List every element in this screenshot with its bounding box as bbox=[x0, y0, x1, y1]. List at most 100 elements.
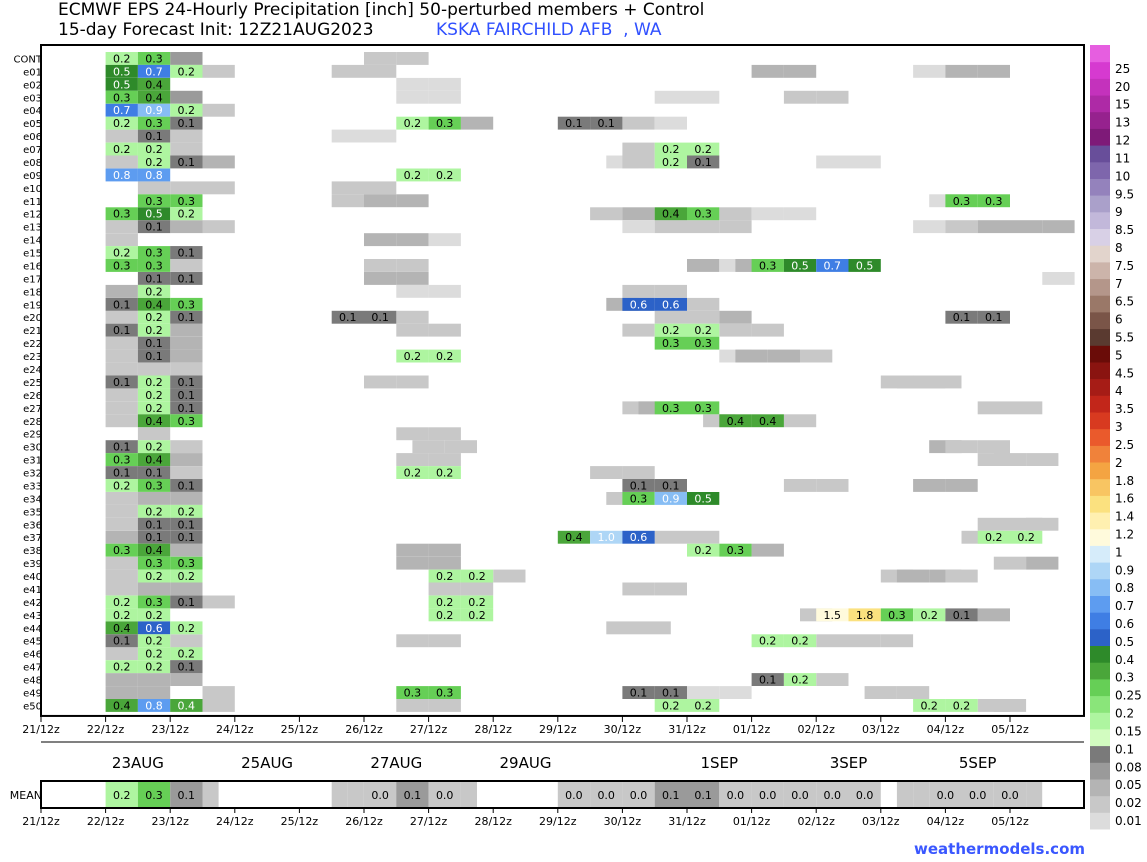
precip-cell bbox=[105, 621, 138, 635]
trace-cell bbox=[137, 673, 171, 686]
precip-cell bbox=[719, 414, 752, 428]
mean-value: 0.1 bbox=[662, 789, 680, 802]
member-label: e49 bbox=[23, 689, 42, 700]
trace-cell bbox=[202, 220, 235, 234]
legend-swatch bbox=[1090, 595, 1110, 613]
precip-cell bbox=[170, 660, 203, 674]
precip-cell bbox=[105, 246, 138, 259]
precip-cell bbox=[396, 466, 429, 479]
precip-cell bbox=[137, 77, 171, 91]
member-label: e43 bbox=[23, 611, 42, 622]
precip-cell bbox=[396, 168, 429, 182]
trace-cell bbox=[202, 103, 235, 117]
precip-cell bbox=[816, 259, 849, 272]
cell-value: 0.2 bbox=[178, 65, 196, 78]
legend-level-label: 5.5 bbox=[1115, 331, 1134, 345]
precip-cell bbox=[945, 310, 978, 324]
cell-value: 0.1 bbox=[145, 130, 163, 143]
trace-cell bbox=[170, 634, 203, 648]
legend-swatch bbox=[1090, 545, 1110, 563]
cell-value: 0.4 bbox=[145, 454, 163, 467]
legend-level-label: 3 bbox=[1115, 420, 1123, 434]
trace-cell bbox=[783, 90, 817, 104]
cell-value: 0.2 bbox=[662, 143, 680, 156]
mean-trace-cell bbox=[896, 781, 913, 808]
legend-level-label: 0.02 bbox=[1115, 796, 1142, 810]
trace-cell bbox=[105, 220, 138, 234]
precip-cell bbox=[719, 543, 752, 557]
date-label: 27AUG bbox=[370, 754, 422, 772]
trace-cell bbox=[816, 90, 849, 104]
credit-text[interactable]: weathermodels.com bbox=[914, 840, 1086, 858]
member-label: e18 bbox=[23, 287, 42, 298]
trace-cell bbox=[396, 556, 429, 570]
precip-cell bbox=[137, 595, 171, 609]
cell-value: 0.9 bbox=[145, 104, 163, 117]
cell-value: 0.4 bbox=[565, 531, 583, 544]
trace-cell bbox=[783, 479, 817, 492]
precip-cell bbox=[622, 530, 655, 544]
x-tick-label: 26/12z bbox=[345, 723, 383, 736]
precip-cell bbox=[687, 155, 720, 169]
member-label: e05 bbox=[23, 119, 42, 130]
legend-swatch bbox=[1090, 562, 1110, 580]
trace-cell bbox=[396, 77, 429, 91]
cell-value: 0.2 bbox=[113, 609, 131, 622]
mean-tick-label: 01/12z bbox=[733, 815, 771, 828]
cell-value: 0.1 bbox=[145, 272, 163, 285]
cell-value: 0.1 bbox=[178, 402, 196, 415]
legend-swatch bbox=[1090, 495, 1110, 513]
trace-cell bbox=[590, 466, 623, 479]
member-label: e14 bbox=[23, 236, 42, 247]
trace-cell bbox=[896, 686, 930, 699]
precip-cell bbox=[170, 246, 203, 259]
legend-level-label: 15 bbox=[1115, 98, 1130, 112]
mean-tick-label: 31/12z bbox=[668, 815, 706, 828]
legend-level-label: 0.08 bbox=[1115, 760, 1142, 774]
trace-cell bbox=[364, 194, 397, 208]
precip-cell bbox=[557, 530, 591, 544]
precip-cell bbox=[137, 699, 171, 712]
precip-cell bbox=[137, 401, 171, 415]
cell-value: 0.1 bbox=[178, 156, 196, 169]
mean-tick-label: 30/12z bbox=[604, 815, 642, 828]
precip-cell bbox=[687, 336, 720, 350]
legend-swatch bbox=[1090, 61, 1110, 79]
cell-value: 0.1 bbox=[178, 389, 196, 402]
mean-value: 0.0 bbox=[1001, 789, 1019, 802]
trace-cell bbox=[364, 52, 397, 65]
x-tick-label: 30/12z bbox=[604, 723, 642, 736]
trace-cell bbox=[170, 543, 203, 557]
cell-value: 0.2 bbox=[113, 661, 131, 674]
cell-value: 0.3 bbox=[436, 687, 454, 700]
trace-cell bbox=[170, 181, 203, 195]
cell-value: 0.5 bbox=[694, 492, 712, 505]
trace-cell bbox=[137, 492, 171, 505]
member-label: e10 bbox=[23, 184, 42, 195]
cell-value: 0.3 bbox=[694, 208, 712, 221]
trace-cell bbox=[751, 207, 784, 221]
precip-cell bbox=[687, 323, 720, 337]
legend-swatch bbox=[1090, 462, 1110, 480]
precip-cell bbox=[170, 699, 203, 712]
cell-value: 0.1 bbox=[145, 337, 163, 350]
precip-cell bbox=[137, 246, 171, 259]
cell-value: 0.2 bbox=[694, 699, 712, 712]
trace-cell bbox=[929, 375, 962, 389]
precip-cell bbox=[137, 479, 171, 492]
precip-cell bbox=[170, 556, 203, 570]
trace-cell bbox=[800, 349, 833, 363]
member-label: e31 bbox=[23, 456, 42, 467]
cell-value: 0.1 bbox=[630, 480, 648, 493]
precip-cell bbox=[105, 440, 138, 454]
trace-cell bbox=[105, 388, 138, 402]
trace-cell bbox=[105, 233, 138, 247]
precip-cell bbox=[687, 401, 720, 415]
member-label: e06 bbox=[23, 132, 42, 143]
trace-cell bbox=[654, 530, 687, 544]
precip-cell bbox=[170, 621, 203, 635]
trace-cell bbox=[590, 207, 623, 221]
precip-cell bbox=[137, 52, 171, 65]
cell-value: 0.4 bbox=[759, 415, 777, 428]
